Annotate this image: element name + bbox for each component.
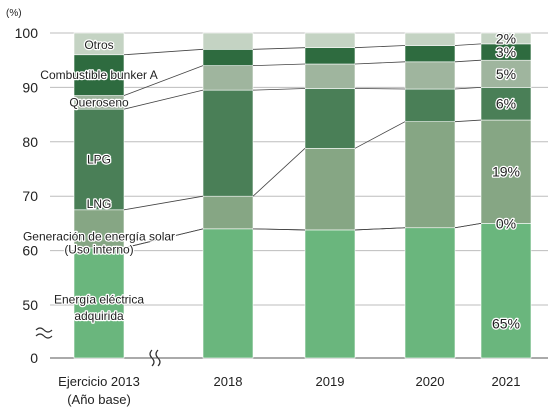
segment-label-lng: LNG bbox=[87, 197, 112, 211]
bar-ejercicio-2013-combustible-bunker-a bbox=[73, 54, 125, 96]
bar-2018-lng bbox=[202, 195, 254, 230]
connector-queroseno-2 bbox=[354, 61, 406, 65]
x-category-2021: 2021 bbox=[492, 374, 521, 389]
axis-break-marks bbox=[35, 327, 161, 367]
bar-2019-energ-a-el-ctrica bbox=[304, 229, 356, 359]
y-tick-60: 60 bbox=[22, 243, 38, 259]
x-axis-categories: Ejercicio 2013 (Año base) 2018 2019 2020 2021 bbox=[58, 374, 520, 407]
bar-ejercicio-2013-lng bbox=[73, 209, 125, 249]
connector-lpg-2 bbox=[354, 88, 406, 90]
connector-queroseno-3 bbox=[454, 59, 482, 63]
y-axis-break-mark bbox=[35, 327, 53, 333]
bar-ejercicio-2013-lpg bbox=[73, 108, 125, 211]
connector-queroseno-1 bbox=[252, 63, 306, 67]
x-axis-break-mark bbox=[155, 349, 161, 367]
bar-2019-lng bbox=[304, 148, 356, 231]
y-unit-label: (%) bbox=[6, 8, 22, 19]
data-label-2021-otros: 2% bbox=[496, 30, 516, 46]
connector-combustible-bunker-a-1 bbox=[252, 47, 306, 50]
bar-2020-lpg bbox=[404, 88, 456, 122]
connector-lpg-0 bbox=[123, 89, 204, 110]
segment-label-combustible-bunker-a: Combustible bunker A bbox=[40, 68, 157, 82]
bar-2018-queroseno bbox=[202, 65, 254, 91]
bar-2020-lng bbox=[404, 121, 456, 229]
connector-lpg-1 bbox=[252, 88, 306, 91]
connector-queroseno-0 bbox=[123, 65, 204, 96]
x-axis-break-mark bbox=[149, 349, 155, 367]
bar-ejercicio-2013-energ-a-el-ctrica bbox=[73, 247, 125, 359]
data-labels-2021: 65% 0% 19% 6% 5% 3%2% bbox=[491, 29, 522, 333]
x-category-ejercicio-2013: Ejercicio 2013 (Año base) bbox=[58, 374, 140, 407]
bar-ejercicio-2013-otros bbox=[73, 32, 125, 56]
x-category-2018: 2018 bbox=[214, 374, 243, 389]
connector-lpg-3 bbox=[454, 87, 482, 90]
connector-lng-1 bbox=[252, 148, 306, 197]
segment-label-energ-a-el-ctrica: Energía eléctrica adquirida bbox=[54, 293, 144, 323]
y-tick-0: 0 bbox=[30, 350, 38, 366]
stacked-bars bbox=[73, 32, 532, 359]
x-category-2019: 2019 bbox=[316, 374, 345, 389]
y-tick-70: 70 bbox=[22, 188, 38, 204]
y-axis-break-mark bbox=[35, 333, 53, 339]
data-label-2021-energ-a-el-ctrica: 65% bbox=[492, 316, 520, 332]
bar-2021-otros bbox=[480, 32, 532, 45]
bar-2018-energ-a-el-ctrica bbox=[202, 228, 254, 359]
bar-2018-lpg bbox=[202, 89, 254, 197]
data-label-2021-generaci-n-de-energ-a-solar: 0% bbox=[496, 215, 516, 231]
y-tick-100: 100 bbox=[15, 25, 39, 41]
segment-label-otros: Otros bbox=[84, 38, 113, 52]
y-tick-50: 50 bbox=[22, 297, 38, 313]
y-tick-90: 90 bbox=[22, 79, 38, 95]
bar-2020-otros bbox=[404, 32, 456, 46]
connector-combustible-bunker-a-2 bbox=[354, 45, 406, 49]
segment-label-generaci-n-de-energ-a-solar: Generación de energía solar (Uso interno) bbox=[23, 230, 175, 257]
connector-lng-2 bbox=[354, 121, 406, 149]
connector-lng-3 bbox=[454, 119, 482, 123]
bar-2020-queroseno bbox=[404, 61, 456, 90]
connector-generaci-n-de-energ-a-solar-1 bbox=[252, 228, 306, 231]
connector-lng-0 bbox=[123, 195, 204, 211]
bar-2019-queroseno bbox=[304, 63, 356, 89]
connector-combustible-bunker-a-3 bbox=[454, 43, 482, 46]
bar-2021-queroseno bbox=[480, 59, 532, 88]
data-label-2021-combustible-bunker-a: 3% bbox=[496, 44, 516, 60]
data-label-2021-lpg: 6% bbox=[496, 96, 516, 112]
segment-labels: Energía eléctrica adquirida Generación de … bbox=[22, 37, 177, 325]
bar-2020-combustible-bunker-a bbox=[404, 45, 456, 63]
data-label-2021-queroseno: 5% bbox=[496, 66, 516, 82]
bar-2018-otros bbox=[202, 32, 254, 50]
data-label-2021-lng: 19% bbox=[492, 164, 520, 180]
bar-2021-lpg bbox=[480, 87, 532, 121]
x-category-2020: 2020 bbox=[416, 374, 445, 389]
connector-lines bbox=[123, 43, 482, 249]
bar-2021-lng bbox=[480, 119, 532, 224]
bar-2018-combustible-bunker-a bbox=[202, 49, 254, 66]
bar-2020-energ-a-el-ctrica bbox=[404, 227, 456, 359]
bar-2019-lpg bbox=[304, 88, 356, 149]
bar-2019-combustible-bunker-a bbox=[304, 47, 356, 65]
connector-combustible-bunker-a-0 bbox=[123, 48, 204, 56]
connector-generaci-n-de-energ-a-solar-3 bbox=[454, 223, 482, 229]
y-gridlines bbox=[50, 32, 548, 359]
y-tick-80: 80 bbox=[22, 134, 38, 150]
y-axis-ticks: 0 50 60 70 80 90 100 bbox=[15, 25, 39, 366]
bar-2021-energ-a-el-ctrica bbox=[480, 223, 532, 359]
segment-label-queroseno: Queroseno bbox=[69, 95, 129, 109]
bar-2019-otros bbox=[304, 32, 356, 48]
connector-generaci-n-de-energ-a-solar-0 bbox=[123, 228, 204, 249]
segment-label-lpg: LPG bbox=[87, 152, 111, 166]
connector-generaci-n-de-energ-a-solar-2 bbox=[354, 227, 406, 231]
